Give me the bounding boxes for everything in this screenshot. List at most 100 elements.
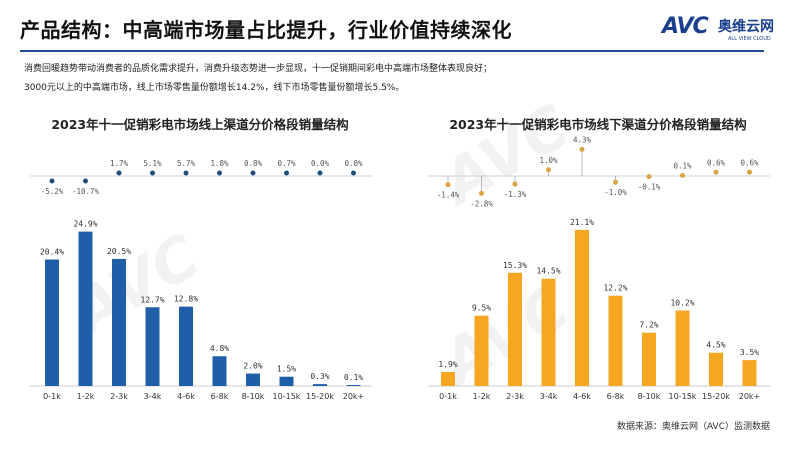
offline-change-label: -1.3% — [504, 190, 527, 199]
offline-category-label: 0-1k — [439, 392, 457, 401]
offline-bar-1-2k — [474, 315, 489, 386]
offline-category-label: 3-4k — [540, 392, 558, 401]
offline-bar-label: 10.2% — [670, 299, 694, 308]
offline-bar-8-10k — [642, 332, 656, 386]
online-bar-2-3k — [112, 258, 126, 386]
online-category-label: 0-1k — [43, 392, 61, 401]
online-change-label: -10.7% — [72, 187, 100, 196]
offline-category-label: 8-10k — [638, 392, 661, 401]
online-bar-label: 4.8% — [210, 344, 229, 353]
offline-change-label: 0.1% — [673, 161, 692, 170]
online-category-label: 10-15k — [273, 392, 301, 401]
offline-change-dot — [445, 182, 451, 188]
online-change-label: 5.7% — [177, 159, 196, 168]
online-change-label: 0.0% — [311, 159, 330, 168]
offline-bar-label: 1.9% — [438, 360, 457, 369]
offline-change-dot — [579, 146, 585, 152]
online-bar-3-4k — [145, 307, 160, 386]
online-bar-label: 20.4% — [40, 248, 64, 257]
online-change-dot — [284, 170, 289, 176]
title-divider — [20, 50, 764, 52]
logo-en: ALL VIEW CLOUD — [728, 36, 771, 42]
online-category-label: 2-3k — [110, 392, 128, 401]
online-bar-label: 12.7% — [140, 295, 164, 304]
online-bar-4-6k — [179, 306, 193, 386]
offline-change-label: -0.1% — [638, 183, 661, 192]
offline-bar-15-20k — [709, 352, 723, 386]
online-change-dot — [183, 170, 189, 176]
offline-bar-10-15k — [675, 310, 690, 386]
online-category-label: 6-8k — [211, 392, 229, 401]
avc-logo: AVC 奥维云网 ALL VIEW CLOUD — [662, 14, 782, 48]
online-change-dot — [351, 170, 356, 176]
offline-change-dot — [646, 174, 652, 180]
intro-line-1: 消费回暖趋势带动消费者的品质化需求提升，消费升级态势进一步显现，十一促销期间彩电… — [24, 64, 493, 74]
offline-category-label: 10-15k — [669, 392, 697, 401]
online-bar-1-2k — [78, 231, 93, 386]
offline-bar-label: 12.2% — [603, 284, 627, 293]
online-chart-title: 2023年十一促销彩电市场线上渠道分价格段销量结构 — [51, 117, 349, 132]
online-change-label: 5.1% — [143, 159, 162, 168]
online-category-label: 3-4k — [144, 392, 162, 401]
online-category-label: 20k+ — [343, 392, 365, 401]
data-source: 数据来源：奥维云网（AVC）监测数据 — [616, 422, 770, 432]
page-title: 产品结构：中高端市场量占比提升，行业价值持续深化 — [20, 18, 512, 42]
offline-change-label: -2.8% — [470, 199, 493, 208]
online-bar-0-1k — [45, 259, 59, 386]
offline-bar-4-6k — [575, 229, 589, 386]
online-bar-8-10k — [246, 373, 260, 386]
offline-bar-label: 21.1% — [570, 218, 594, 227]
offline-change-label: 1.0% — [539, 156, 558, 165]
online-change-dot — [250, 170, 256, 176]
online-change-label: 0.7% — [277, 159, 296, 168]
online-change-dot — [317, 170, 323, 176]
offline-category-label: 20k+ — [739, 392, 761, 401]
online-bar-15-20k — [313, 384, 327, 386]
online-category-label: 15-20k — [306, 392, 334, 401]
online-change-label: 1.7% — [110, 159, 129, 168]
offline-change-dot — [613, 179, 618, 185]
offline-bar-20k+ — [742, 360, 757, 386]
online-change-label: -5.2% — [41, 187, 64, 196]
online-bar-10-15k — [279, 376, 294, 386]
offline-bar-label: 3.5% — [740, 348, 759, 357]
offline-change-dot — [713, 169, 719, 175]
offline-bar-label: 9.5% — [472, 304, 491, 313]
offline-bar-label: 4.5% — [706, 341, 725, 350]
offline-change-dot — [512, 181, 518, 187]
offline-category-label: 6-8k — [607, 392, 625, 401]
offline-bar-2-3k — [508, 272, 522, 386]
online-bar-label: 24.9% — [73, 220, 97, 229]
offline-change-label: -1.4% — [437, 191, 460, 200]
offline-change-label: 0.6% — [740, 158, 759, 167]
offline-bar-6-8k — [608, 295, 623, 386]
offline-change-dot — [747, 169, 752, 175]
intro-line-2: 3000元以上的中高端市场，线上市场零售量份额增长14.2%，线下市场零售量份额… — [24, 83, 405, 93]
offline-bar-label: 14.5% — [536, 267, 560, 276]
online-category-label: 8-10k — [242, 392, 265, 401]
offline-bar-label: 15.3% — [503, 261, 527, 270]
offline-chart-title: 2023年十一促销彩电市场线下渠道分价格段销量结构 — [449, 117, 747, 132]
online-category-label: 4-6k — [177, 392, 195, 401]
offline-bar-label: 7.2% — [639, 321, 658, 330]
offline-bar-3-4k — [541, 278, 556, 386]
online-category-label: 1-2k — [77, 392, 95, 401]
offline-change-label: 4.3% — [573, 135, 592, 144]
online-change-dot — [116, 170, 122, 176]
offline-category-label: 4-6k — [573, 392, 591, 401]
online-change-dot — [217, 170, 222, 176]
online-bar-label: 0.1% — [344, 373, 363, 382]
offline-change-dot — [546, 167, 551, 173]
online-change-label: 1.8% — [210, 159, 229, 168]
online-bar-label: 1.5% — [277, 365, 296, 374]
offline-change-dot — [680, 172, 685, 178]
online-bar-6-8k — [212, 356, 227, 386]
online-change-dot — [49, 178, 55, 184]
offline-change-label: 0.6% — [707, 158, 726, 167]
online-bar-label: 0.3% — [310, 372, 329, 381]
online-bar-20k+ — [346, 385, 361, 386]
offline-bar-0-1k — [441, 371, 455, 386]
offline-category-label: 15-20k — [702, 392, 730, 401]
offline-change-label: -1.0% — [604, 188, 627, 197]
